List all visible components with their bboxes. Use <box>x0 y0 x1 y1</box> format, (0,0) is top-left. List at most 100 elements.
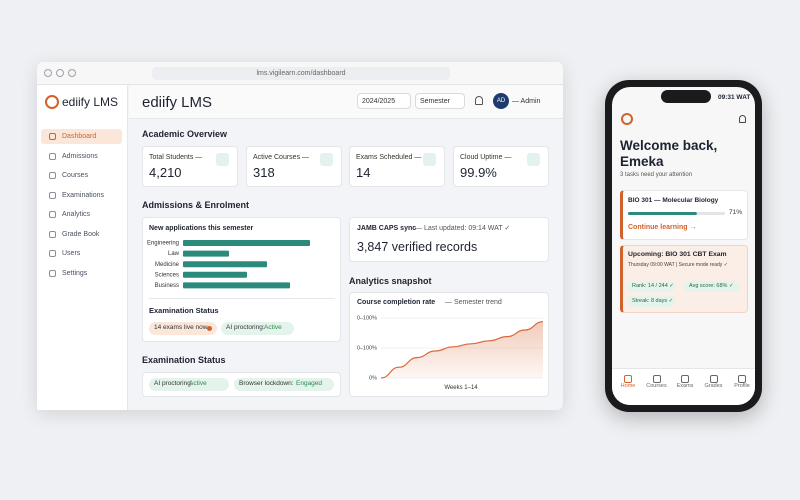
stat-value: 14 <box>356 165 371 180</box>
stat-icon <box>423 153 436 166</box>
phone-bell[interactable] <box>739 115 746 123</box>
tab-icon[interactable] <box>738 375 746 383</box>
phone-chip <box>627 296 675 307</box>
phone-chip-text: Rank: 14 / 244 ✓ <box>632 283 674 289</box>
chart-title: Course completion rate <box>357 299 436 306</box>
term-select[interactable] <box>415 93 465 109</box>
chip-status: Active <box>264 324 282 331</box>
top-bar <box>129 85 563 119</box>
url: lms.vigilearn.com/dashboard <box>256 70 346 77</box>
year: 2024/2025 <box>362 98 396 105</box>
progress-label: 71% <box>729 209 743 216</box>
chip <box>234 378 334 391</box>
stat-icon <box>216 153 229 166</box>
sync-title: JAMB CAPS sync <box>357 225 417 232</box>
tab-label[interactable]: Profile <box>734 383 750 389</box>
stat-value: 99.9% <box>460 165 497 180</box>
chart-title: New applications this semester <box>149 225 254 232</box>
exam-detail: Thursday 09:00 WAT | Secure mode ready ✓ <box>628 262 728 268</box>
nav-item[interactable]: Courses <box>62 172 89 179</box>
nav-icon <box>49 133 56 140</box>
stat-label: Exams Scheduled — <box>356 154 422 161</box>
chip-label: AI proctoring: <box>154 380 193 387</box>
nav-icon <box>49 250 56 257</box>
phone-chip-text: Avg score: 68% ✓ <box>689 283 734 289</box>
tab-icon[interactable] <box>624 375 632 383</box>
nav-item[interactable]: Settings <box>62 269 88 277</box>
panel <box>349 217 549 262</box>
nav-item[interactable]: Users <box>62 250 81 257</box>
logo <box>45 95 59 109</box>
chip <box>149 322 217 335</box>
course-card <box>620 190 748 240</box>
panel <box>349 292 549 397</box>
section-title: Analytics snapshot <box>349 276 432 286</box>
panel-subtitle: Examination Status <box>149 306 219 315</box>
nav-item[interactable]: Admissions <box>62 152 98 160</box>
stat-value: 4,210 <box>149 165 182 180</box>
phone-chip-text: Streak: 8 days ✓ <box>632 298 674 304</box>
window-dot <box>68 69 76 77</box>
term: Semester <box>420 98 450 105</box>
nav-icon <box>49 152 56 160</box>
stat-label: Active Courses — <box>253 154 310 161</box>
avatar[interactable] <box>493 93 509 109</box>
tab-icon[interactable] <box>681 375 689 383</box>
phone-chip <box>684 281 740 292</box>
tab-label[interactable]: Home <box>620 383 636 389</box>
nav-icon <box>49 269 56 277</box>
brand: ediify LMS <box>62 95 119 109</box>
page-title: ediify LMS <box>142 94 213 111</box>
notch <box>661 90 711 103</box>
tab-label[interactable]: Exams <box>676 383 694 389</box>
stat-card <box>349 146 445 187</box>
chip-label: Browser lockdown: <box>239 380 294 387</box>
exam-title: Upcoming: BIO 301 CBT Exam <box>628 251 727 258</box>
tab-icon[interactable] <box>709 375 718 383</box>
section-title: Examination Status <box>142 355 226 365</box>
nav-item[interactable]: Dashboard <box>62 133 97 140</box>
window-dot <box>44 69 52 77</box>
nav-icon <box>49 230 56 238</box>
stat-icon <box>527 153 540 166</box>
continue-link[interactable]: Continue learning → <box>628 224 697 231</box>
sync-updated: — Last updated: 09:14 WAT ✓ <box>415 225 511 232</box>
records: 3,847 verified records <box>357 240 478 254</box>
nav-item[interactable]: Analytics <box>62 211 91 218</box>
stat-label: Total Students — <box>149 154 203 161</box>
nav-item[interactable]: Grade Book <box>62 230 100 238</box>
status-dot <box>207 326 212 331</box>
section-title: Academic Overview <box>142 129 228 139</box>
chip-label: AI proctoring: <box>226 324 265 331</box>
bell[interactable] <box>475 96 483 105</box>
stat-icon <box>320 153 333 166</box>
stat-card <box>246 146 342 187</box>
stat-card <box>453 146 549 187</box>
tab-bar <box>612 368 755 405</box>
nav-icon <box>49 211 56 218</box>
tab-label[interactable]: Grades <box>704 383 723 389</box>
tab-label[interactable]: Courses <box>646 383 667 389</box>
divider <box>149 298 335 299</box>
url-bar <box>152 67 450 80</box>
greeting: Welcome back, Emeka <box>620 138 718 169</box>
window-dot <box>56 69 64 77</box>
chip <box>221 322 294 335</box>
panel <box>142 217 341 342</box>
status-time: 09:31 WAT <box>718 94 751 101</box>
tab-icon[interactable] <box>652 375 661 383</box>
chart-subtitle: — Semester trend <box>445 299 502 306</box>
user-name[interactable]: — Admin <box>512 98 541 105</box>
stat-label: Cloud Uptime — <box>460 154 512 161</box>
x-axis-label: Weeks 1–14 <box>444 385 478 391</box>
nav-icon <box>49 172 56 179</box>
nav-item[interactable]: Examinations <box>62 191 105 199</box>
chip-status: Engaged <box>296 380 323 387</box>
tasks: 3 tasks need your attention <box>620 172 693 178</box>
stat-value: 318 <box>253 165 275 180</box>
stat-card <box>142 146 238 187</box>
year-select[interactable] <box>357 93 411 109</box>
phone-logo <box>621 113 633 125</box>
course-name: BIO 301 — Molecular Biology <box>628 197 719 204</box>
